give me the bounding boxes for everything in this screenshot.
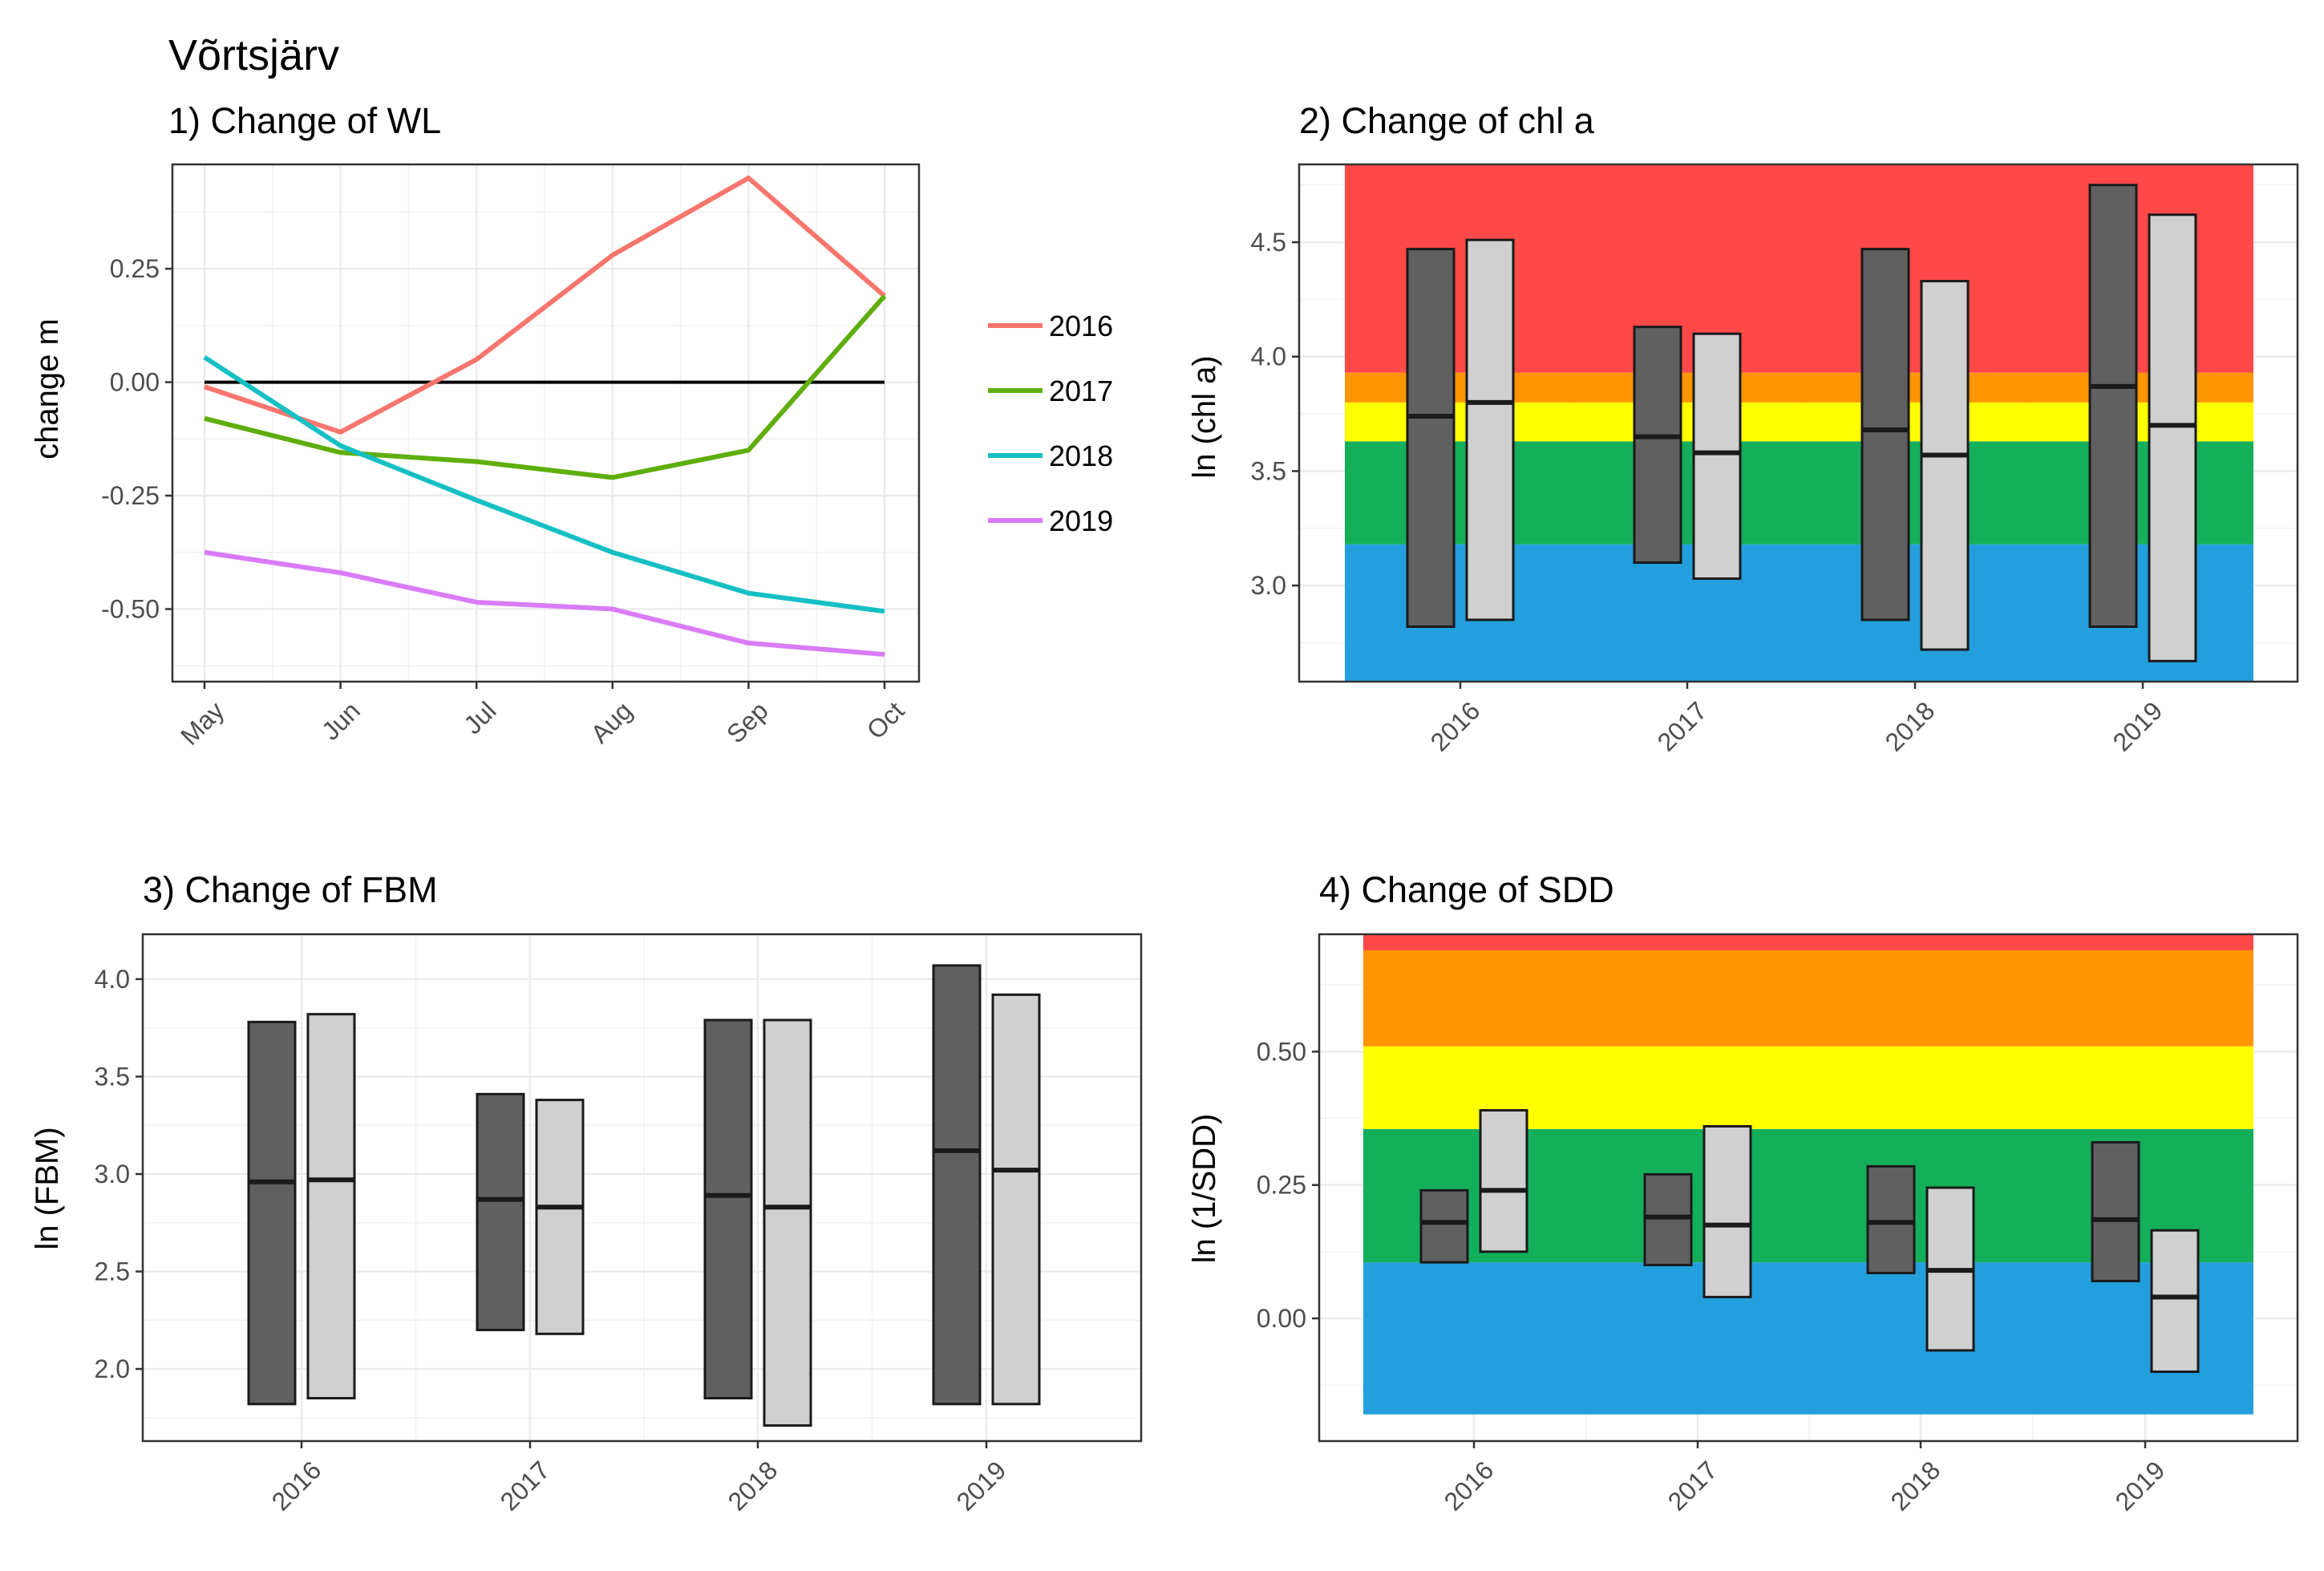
box-dark-2016 [1406, 248, 1456, 629]
x-tick-label: 2019 [2107, 696, 2168, 757]
x-tick-label: 2016 [1425, 696, 1486, 757]
y-tick-label: -0.25 [101, 481, 160, 510]
x-tick-label: 2019 [951, 1456, 1012, 1516]
y-tick-label: 4.5 [1251, 228, 1286, 257]
y-axis-label-fbm: ln (FBM) [30, 1127, 65, 1249]
plot-border [141, 933, 1143, 1443]
plot-border [1298, 163, 2299, 683]
box-light-2017 [1703, 1124, 1752, 1298]
y-tick-label: 0.25 [1257, 1171, 1306, 1200]
box-light-2019 [2148, 213, 2197, 662]
box-dark-2018 [1860, 248, 1910, 622]
y-tick-label: 0.00 [110, 368, 160, 397]
plot-background [172, 164, 919, 682]
box-dark-2018 [1866, 1164, 1916, 1274]
legend-label-2019: 2019 [1049, 504, 1113, 537]
x-tick-label: 2018 [1880, 696, 1941, 757]
legend-label-2018: 2018 [1049, 439, 1113, 472]
x-tick-label: Sep [721, 696, 774, 749]
panel-fbm-chart: 3) Change of FBM ln (FBM) 2.0 2.5 3.0 3.5 4.… [30, 869, 1143, 1516]
x-tick-label: 2017 [1662, 1456, 1723, 1516]
plot-border [1318, 933, 2299, 1443]
legend: 2016 2017 2018 2019 [988, 310, 1113, 537]
series-line-2016 [204, 175, 886, 435]
box-dark-2019 [932, 964, 982, 1406]
box-light-2019 [991, 993, 1041, 1406]
series-line-2017 [204, 294, 887, 480]
box-light-2017 [1692, 332, 1742, 581]
x-tick-label: 2017 [1652, 696, 1713, 757]
legend-label-2016: 2016 [1049, 310, 1113, 342]
x-tick-label: 2016 [1439, 1456, 1500, 1516]
main-title: Võrtsjärv [168, 31, 339, 79]
panel-title-chl-a: 2) Change of chl a [1299, 100, 1595, 141]
panel-title-sdd: 4) Change of SDD [1319, 869, 1614, 910]
plot-border [171, 163, 921, 683]
y-tick-label: 2.5 [95, 1257, 130, 1286]
box-dark-2019 [2091, 1140, 2140, 1282]
y-tick-label: 2.0 [95, 1354, 130, 1383]
box-dark-2019 [2088, 184, 2138, 629]
series-line-2018 [203, 354, 885, 614]
box-light-2016 [1465, 238, 1515, 622]
y-axis-label-wl: change m [30, 318, 65, 460]
band-red [1363, 934, 2253, 950]
panel-title-fbm: 3) Change of FBM [143, 869, 438, 910]
x-tick-label: May [175, 696, 229, 751]
x-tick-label: Oct [861, 696, 910, 745]
y-tick-label: 3.0 [1251, 571, 1286, 600]
x-tick-label: Jul [458, 696, 501, 739]
box-dark-2016 [1419, 1188, 1469, 1264]
x-tick-label: 2019 [2110, 1456, 2171, 1516]
band-orange [1363, 949, 2253, 1047]
y-tick-label: 4.0 [1251, 342, 1286, 371]
box-dark-2017 [1633, 326, 1682, 565]
box-light-2019 [2150, 1229, 2200, 1374]
box-dark-2018 [703, 1018, 753, 1400]
legend-label-2017: 2017 [1049, 375, 1113, 407]
y-axis-label-sdd: ln (1/SDD) [1187, 1114, 1222, 1264]
y-tick-label: 4.0 [95, 965, 130, 994]
y-tick-label: 3.0 [95, 1160, 130, 1188]
y-tick-label: 0.25 [110, 254, 160, 283]
x-tick-label: 2018 [723, 1456, 783, 1516]
box-dark-2017 [1643, 1172, 1693, 1266]
y-tick-label: 3.5 [1251, 456, 1286, 485]
panel-wl-line-chart: 1) Change of WL change m 201620172018201… [30, 100, 1113, 751]
y-tick-label: 3.5 [95, 1062, 130, 1091]
series-line-2019 [204, 549, 885, 658]
box-light-2016 [1479, 1109, 1528, 1253]
box-light-2016 [306, 1013, 356, 1400]
panel-title-wl: 1) Change of WL [168, 100, 441, 141]
box-light-2017 [535, 1099, 585, 1335]
y-axis-label-chl-a: ln (chl a) [1187, 355, 1222, 478]
box-dark-2017 [476, 1092, 525, 1331]
y-tick-label: 0.50 [1257, 1037, 1306, 1066]
panel-sdd-chart: 4) Change of SDD ln (1/SDD) 0.00 0.25 0.50… [1187, 869, 2299, 1516]
x-tick-label: 2018 [1885, 1456, 1946, 1516]
x-tick-label: 2017 [495, 1456, 556, 1516]
y-tick-label: 0.00 [1257, 1304, 1306, 1333]
band-blue [1363, 1262, 2253, 1415]
box-dark-2016 [247, 1020, 297, 1406]
x-tick-label: 2016 [266, 1456, 327, 1516]
box-light-2018 [763, 1018, 812, 1427]
x-tick-label: Aug [585, 696, 638, 749]
x-tick-label: Jun [316, 696, 366, 746]
box-light-2018 [1920, 280, 1970, 651]
panel-chl-a-chart: 2) Change of chl a ln (chl a) 3.0 3.5 4.0 4… [1187, 100, 2299, 757]
y-tick-label: -0.50 [101, 594, 160, 623]
